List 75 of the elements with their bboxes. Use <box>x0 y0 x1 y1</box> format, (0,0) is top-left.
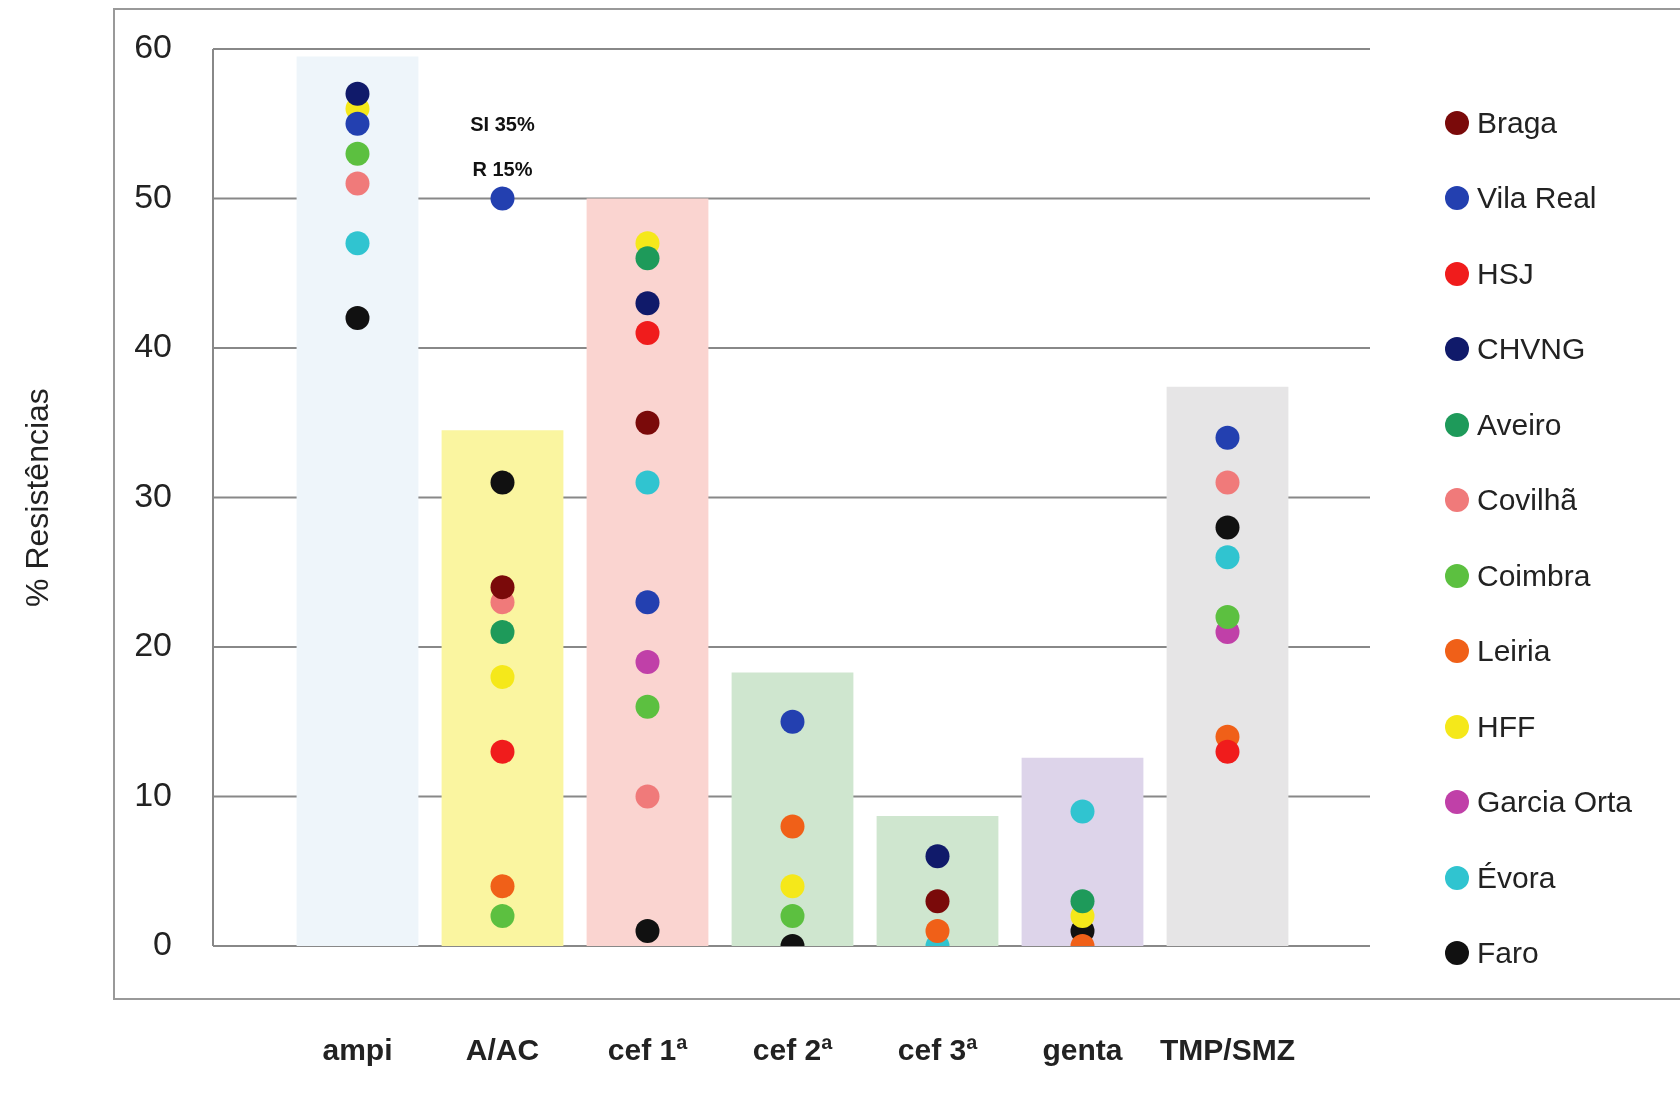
point <box>635 246 660 271</box>
point <box>490 664 515 689</box>
point <box>1070 799 1095 824</box>
legend-label: Faro <box>1477 936 1539 971</box>
point <box>635 410 660 435</box>
legend-label: Covilhã <box>1477 483 1578 518</box>
x-tick-label: A/AC <box>465 1033 540 1067</box>
point <box>635 784 660 809</box>
point <box>1215 425 1240 450</box>
point <box>1215 515 1240 540</box>
point <box>490 739 515 764</box>
point <box>345 141 370 166</box>
point <box>1215 545 1240 570</box>
x-tick-label: cef 2ª <box>752 1033 834 1067</box>
y-tick-label: 30 <box>134 475 172 514</box>
point <box>635 919 660 944</box>
legend-label: Aveiro <box>1477 407 1562 442</box>
point <box>635 649 660 674</box>
legend-label: Garcia Orta <box>1477 785 1633 820</box>
bar <box>296 56 419 946</box>
legend-label: Évora <box>1477 860 1556 895</box>
bar <box>1021 757 1144 946</box>
legend-label: HSJ <box>1477 256 1534 291</box>
point <box>925 889 950 914</box>
y-tick-label: 20 <box>134 625 172 664</box>
point <box>635 694 660 719</box>
point <box>1215 739 1240 764</box>
point <box>635 321 660 346</box>
y-tick-label: 40 <box>134 326 172 365</box>
point <box>925 919 950 944</box>
point <box>635 291 660 316</box>
point <box>635 590 660 615</box>
annotation: R 15% <box>472 157 533 180</box>
point <box>345 171 370 196</box>
point <box>1215 470 1240 495</box>
point <box>780 874 805 899</box>
point <box>490 874 515 899</box>
annotation: SI 35% <box>470 112 535 135</box>
point <box>780 904 805 929</box>
bar <box>876 815 999 946</box>
y-tick-label: 0 <box>153 924 172 963</box>
y-tick-label: 60 <box>134 27 172 66</box>
point <box>1215 605 1240 630</box>
point <box>345 111 370 136</box>
y-tick-label: 50 <box>134 176 172 215</box>
x-tick-label: TMP/SMZ <box>1160 1033 1295 1067</box>
x-tick-label: ampi <box>322 1033 393 1067</box>
bar <box>1166 386 1289 946</box>
legend-label: CHVNG <box>1477 332 1586 367</box>
point <box>490 470 515 495</box>
point <box>345 81 370 106</box>
point <box>925 844 950 869</box>
point <box>490 575 515 600</box>
x-tick-label: genta <box>1042 1033 1123 1067</box>
point <box>490 186 515 211</box>
point <box>780 709 805 734</box>
bar <box>586 198 709 946</box>
point <box>780 814 805 839</box>
legend-label: Leiria <box>1477 634 1551 669</box>
point <box>490 904 515 929</box>
bar <box>731 672 854 946</box>
legend-label: Vila Real <box>1477 181 1597 216</box>
legend-label: Coimbra <box>1477 558 1591 593</box>
legend-label: HFF <box>1477 709 1536 744</box>
y-axis-title: % Resistências <box>19 388 56 607</box>
y-tick-label: 10 <box>134 774 172 813</box>
point <box>345 231 370 256</box>
x-tick-label: cef 3ª <box>897 1033 979 1067</box>
legend-label: Braga <box>1477 105 1558 140</box>
point <box>345 306 370 331</box>
x-tick-label: cef 1ª <box>607 1033 689 1067</box>
bar <box>441 430 564 946</box>
point <box>635 470 660 495</box>
point <box>490 620 515 645</box>
point <box>1070 889 1095 914</box>
